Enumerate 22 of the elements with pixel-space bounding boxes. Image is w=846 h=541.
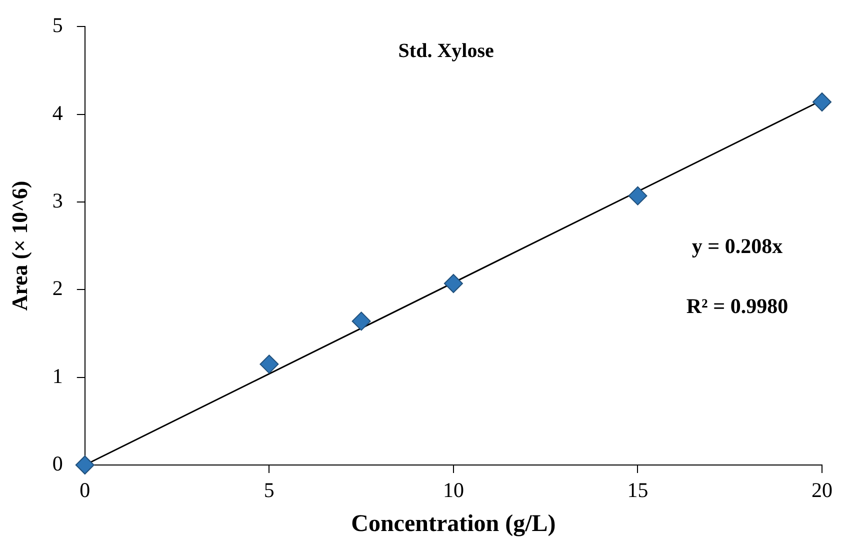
x-axis-title: Concentration (g/L) <box>351 510 556 537</box>
annotation: y = 0.208x <box>692 234 784 258</box>
point <box>260 354 279 374</box>
y-tick-label: 4 <box>52 100 64 125</box>
point <box>628 186 648 206</box>
text: Std. Xylose <box>398 40 494 62</box>
y-tick-label: 0 <box>52 452 63 476</box>
annotation: R² = 0.9980 <box>686 294 788 318</box>
y-tick-label: 1 <box>52 364 63 388</box>
x-tick-label: 0 <box>80 478 90 502</box>
point <box>812 92 832 112</box>
point <box>75 456 94 474</box>
point <box>352 312 371 331</box>
y-tick-label: 5 <box>52 13 63 38</box>
point <box>444 274 463 294</box>
y-tick-label: 2 <box>52 276 63 300</box>
x-tick-label: 20 <box>812 478 832 502</box>
y-tick-label: 3 <box>52 188 63 212</box>
x-tick-label: 5 <box>264 478 274 502</box>
y-axis-title: Area (× 10^6) <box>6 180 32 311</box>
x-tick-label: 15 <box>627 478 648 502</box>
x-tick-label: 10 <box>442 478 464 502</box>
